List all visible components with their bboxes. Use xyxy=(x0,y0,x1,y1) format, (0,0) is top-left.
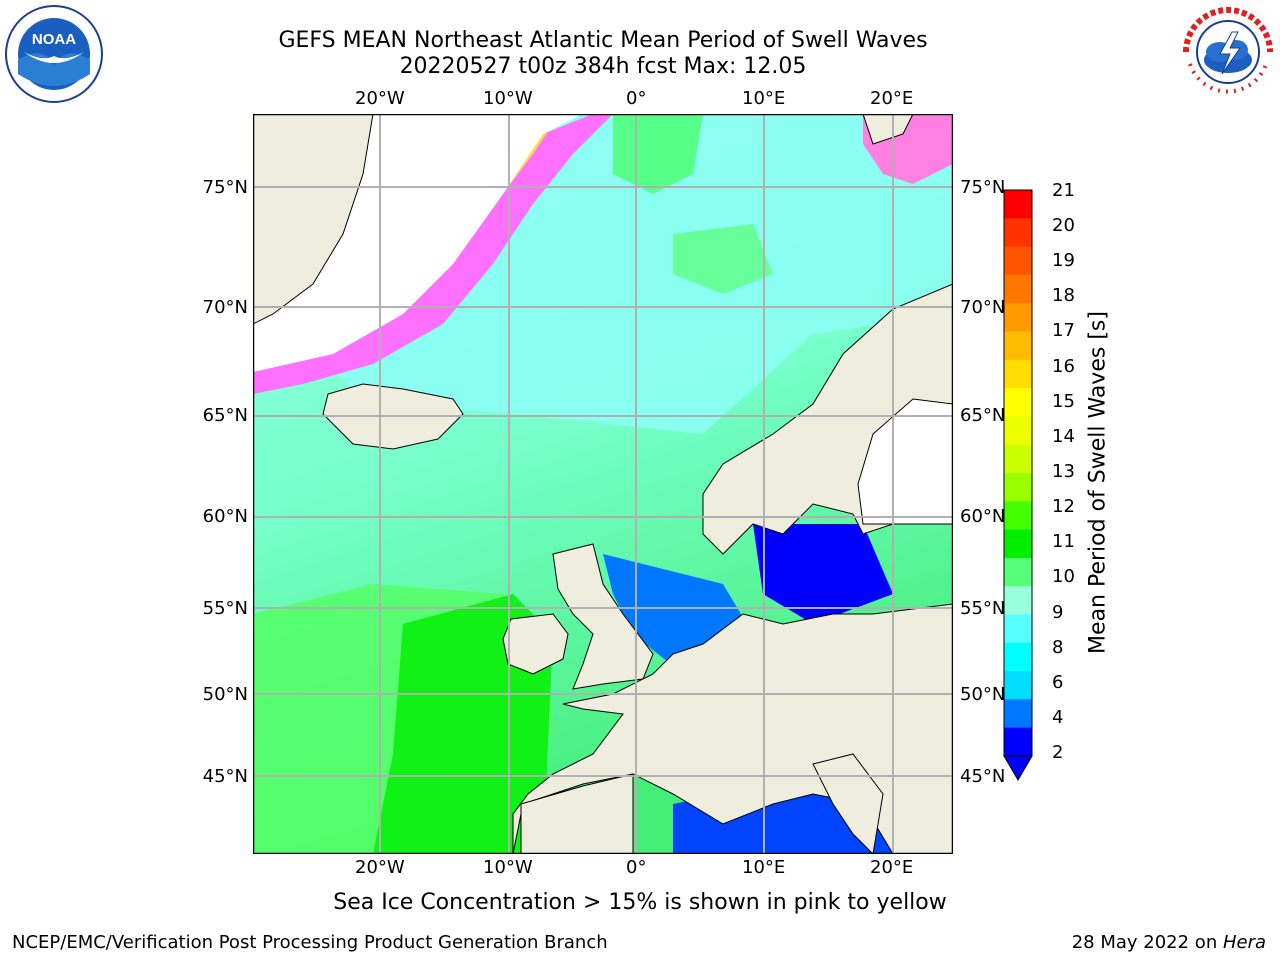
colorbar-segment xyxy=(1004,671,1032,700)
lat-tick-right-65n: 65°N xyxy=(960,405,1006,426)
colorbar-segment xyxy=(1004,473,1032,502)
lat-tick-left-65n: 65°N xyxy=(202,405,248,426)
colorbar-label: Mean Period of Swell Waves [s] xyxy=(1085,311,1111,654)
colorbar-tick-14: 14 xyxy=(1052,426,1075,447)
colorbar-segment xyxy=(1004,303,1032,332)
lat-tick-right-55n: 55°N xyxy=(960,598,1006,619)
colorbar-segment xyxy=(1004,642,1032,672)
colorbar-segment xyxy=(1004,359,1032,389)
swell-blue-baltic xyxy=(753,524,893,624)
land-iberia xyxy=(520,773,634,854)
sea-ice-band xyxy=(253,114,613,394)
swell-green-patch-mid xyxy=(673,224,773,294)
land-ireland xyxy=(502,613,569,675)
colorbar-tick-18: 18 xyxy=(1052,285,1075,306)
lon-tick-bottom-20w: 20°W xyxy=(355,857,405,878)
colorbar-tick-11: 11 xyxy=(1052,531,1075,552)
lat-tick-right-50n: 50°N xyxy=(960,684,1006,705)
colorbar xyxy=(1003,189,1033,781)
lat-tick-left-75n: 75°N xyxy=(202,177,248,198)
swell-period-map xyxy=(253,114,953,854)
colorbar-segment xyxy=(1004,246,1032,276)
lat-tick-right-75n: 75°N xyxy=(960,177,1006,198)
lat-tick-right-45n: 45°N xyxy=(960,766,1006,787)
colorbar-segment xyxy=(1004,586,1032,615)
sea-ice-bothnia xyxy=(857,398,953,525)
colorbar-segment xyxy=(1004,727,1032,757)
lat-tick-left-60n: 60°N xyxy=(202,506,248,527)
lon-tick-bottom-10e: 10°E xyxy=(742,857,786,878)
footer-date-text: 28 May 2022 on xyxy=(1071,932,1223,953)
lon-tick-bottom-20e: 20°E xyxy=(870,857,914,878)
lat-tick-right-60n: 60°N xyxy=(960,506,1006,527)
noaa-logo-text: NOAA xyxy=(32,31,76,48)
colorbar-tick-17: 17 xyxy=(1052,320,1075,341)
footer-credit: NCEP/EMC/Verification Post Processing Pr… xyxy=(12,932,608,953)
noaa-logo: NOAA xyxy=(4,4,104,104)
colorbar-tick-8: 8 xyxy=(1052,637,1064,658)
lat-tick-left-45n: 45°N xyxy=(202,766,248,787)
colorbar-tick-15: 15 xyxy=(1052,391,1075,412)
colorbar-segment xyxy=(1004,388,1032,417)
colorbar-segment xyxy=(1004,444,1032,474)
land-svalbard xyxy=(862,114,914,145)
colorbar-segment xyxy=(1004,331,1032,361)
graticule xyxy=(253,114,953,854)
lon-tick-top-20e: 20°E xyxy=(870,88,914,109)
lon-tick-bottom-0: 0° xyxy=(626,857,647,878)
land-great-britain xyxy=(552,543,654,690)
lat-tick-right-70n: 70°N xyxy=(960,297,1006,318)
chart-title: GEFS MEAN Northeast Atlantic Mean Period… xyxy=(278,28,928,53)
chart-subtitle: 20220527 t00z 384h fcst Max: 12.05 xyxy=(399,54,807,79)
land-italy xyxy=(812,753,884,854)
lon-tick-top-20w: 20°W xyxy=(355,88,405,109)
colorbar-tick-21: 21 xyxy=(1052,180,1075,201)
colorbar-tick-2: 2 xyxy=(1052,742,1064,763)
colorbar-segment xyxy=(1004,557,1032,587)
lon-tick-top-10w: 10°W xyxy=(483,88,533,109)
footer-host: Hera xyxy=(1222,932,1266,953)
colorbar-segment xyxy=(1004,190,1032,219)
lon-tick-top-10e: 10°E xyxy=(742,88,786,109)
colorbar-extend-arrow xyxy=(1003,755,1033,781)
colorbar-tick-13: 13 xyxy=(1052,461,1075,482)
nws-logo xyxy=(1180,4,1276,100)
colorbar-segment xyxy=(1004,529,1032,559)
lon-tick-bottom-10w: 10°W xyxy=(483,857,533,878)
lat-tick-left-70n: 70°N xyxy=(202,297,248,318)
colorbar-segment xyxy=(1004,614,1032,644)
colorbar-tick-16: 16 xyxy=(1052,356,1075,377)
land-greenland xyxy=(253,114,374,325)
colorbar-tick-6: 6 xyxy=(1052,672,1064,693)
map-caption: Sea Ice Concentration > 15% is shown in … xyxy=(333,890,947,915)
colorbar-tick-19: 19 xyxy=(1052,250,1075,271)
colorbar-segment xyxy=(1004,501,1032,531)
lat-tick-left-50n: 50°N xyxy=(202,684,248,705)
colorbar-tick-10: 10 xyxy=(1052,566,1075,587)
colorbar-tick-12: 12 xyxy=(1052,496,1075,517)
colorbar-segment xyxy=(1004,218,1032,248)
lon-tick-top-0: 0° xyxy=(626,88,647,109)
colorbar-tick-20: 20 xyxy=(1052,215,1075,236)
colorbar-tick-4: 4 xyxy=(1052,707,1064,728)
colorbar-segment xyxy=(1004,699,1032,729)
lat-tick-left-55n: 55°N xyxy=(202,598,248,619)
colorbar-tick-9: 9 xyxy=(1052,602,1064,623)
footer-date: 28 May 2022 on Hera xyxy=(1072,932,1266,953)
colorbar-segment xyxy=(1004,416,1032,446)
colorbar-segment xyxy=(1004,274,1032,304)
